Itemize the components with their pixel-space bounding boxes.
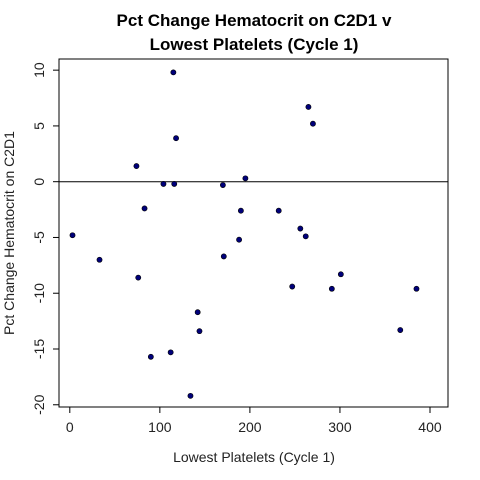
chart-title-line-1: Pct Change Hematocrit on C2D1 v — [117, 11, 392, 30]
x-tick-label: 0 — [66, 419, 74, 435]
y-tick-label: -15 — [31, 339, 47, 359]
y-axis-label: Pct Change Hematocrit on C2D1 — [1, 131, 17, 335]
data-point — [173, 136, 178, 141]
data-point — [398, 327, 403, 332]
data-point — [70, 233, 75, 238]
data-point — [338, 272, 343, 277]
data-point — [221, 254, 226, 259]
plot-frame — [59, 59, 448, 407]
data-point — [276, 208, 281, 213]
data-point — [188, 393, 193, 398]
data-point — [303, 234, 308, 239]
y-tick-label: 10 — [31, 62, 47, 78]
data-point — [168, 350, 173, 355]
data-point — [136, 275, 141, 280]
data-point — [236, 237, 241, 242]
data-point — [329, 286, 334, 291]
x-axis: 0 100 200 300 400 — [66, 407, 442, 435]
x-axis-label: Lowest Platelets (Cycle 1) — [173, 449, 335, 465]
x-tick-label: 400 — [418, 419, 442, 435]
data-point — [134, 163, 139, 168]
data-point — [148, 354, 153, 359]
data-point — [197, 329, 202, 334]
y-tick-label: 5 — [31, 122, 47, 130]
y-tick-label: 0 — [31, 178, 47, 186]
y-tick-label: -10 — [31, 283, 47, 303]
y-tick-label: -20 — [31, 394, 47, 414]
y-axis: -20 -15 -10 -5 0 5 10 — [31, 62, 59, 415]
data-point — [414, 286, 419, 291]
data-point — [172, 181, 177, 186]
data-point — [310, 121, 315, 126]
data-point — [290, 284, 295, 289]
data-point — [306, 104, 311, 109]
x-tick-label: 200 — [238, 419, 262, 435]
x-tick-label: 100 — [148, 419, 172, 435]
data-point — [97, 257, 102, 262]
data-point — [195, 310, 200, 315]
data-points — [70, 70, 419, 399]
data-point — [243, 176, 248, 181]
data-point — [161, 181, 166, 186]
data-point — [142, 206, 147, 211]
y-tick-label: -5 — [31, 231, 47, 244]
x-tick-label: 300 — [328, 419, 352, 435]
chart-title-line-2: Lowest Platelets (Cycle 1) — [150, 35, 359, 54]
data-point — [238, 208, 243, 213]
data-point — [220, 182, 225, 187]
data-point — [298, 226, 303, 231]
data-point — [171, 70, 176, 75]
